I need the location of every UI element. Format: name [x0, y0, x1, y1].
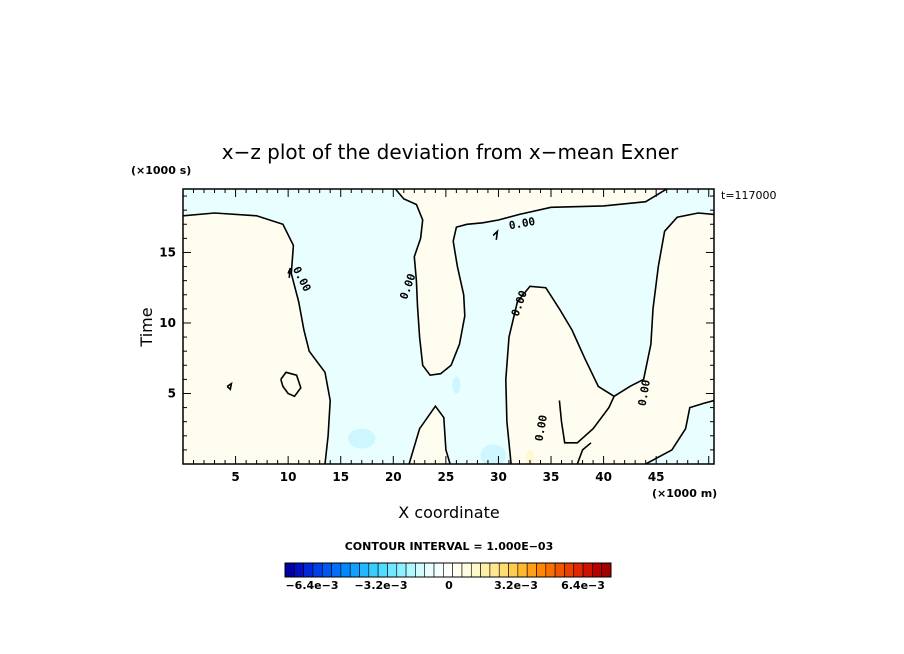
colorbar — [284, 562, 612, 578]
axis-ticks: 5 10 15 20 25 30 35 40 45 5 10 15 — [159, 189, 714, 484]
plot-area: 0.000.00 0.000.000.000.00 5 10 15 20 25 30 35 40… — [159, 188, 715, 484]
zero-contour-line — [645, 399, 714, 464]
colorbar-swatch — [321, 562, 332, 578]
colorbar-swatch — [368, 562, 379, 578]
colorbar-swatch — [536, 562, 547, 578]
zero-contour-line — [492, 229, 499, 240]
zero-contour-line — [226, 381, 233, 391]
colorbar-swatch — [498, 562, 509, 578]
colorbar-swatch — [415, 562, 426, 578]
colorbar-swatch — [340, 562, 351, 578]
colorbar-swatch — [508, 562, 519, 578]
x-tick-label: 10 — [280, 470, 297, 484]
colorbar-tick-label: 3.2e−3 — [494, 579, 538, 592]
zero-contour-line — [394, 189, 668, 377]
x-unit-label: (×1000 m) — [652, 487, 717, 500]
y-tick-label: 10 — [159, 316, 176, 330]
colorbar-tick-label: 0 — [445, 579, 453, 592]
chart-title: x−z plot of the deviation from x−mean Ex… — [222, 140, 679, 164]
zero-contour-line — [287, 267, 292, 278]
colorbar-tick-label: −6.4e−3 — [285, 579, 338, 592]
colorbar-swatch — [582, 562, 593, 578]
colorbar-swatch — [573, 562, 584, 578]
colorbar-tick-labels: −6.4e−3 −3.2e−3 0 3.2e−3 6.4e−3 — [285, 579, 604, 592]
x-tick-label: 25 — [438, 470, 455, 484]
time-label: t=117000 — [721, 189, 777, 202]
y-axis-label: Time — [137, 307, 156, 347]
zero-contour-line — [280, 371, 302, 398]
zero-contours — [183, 189, 714, 464]
colorbar-swatch — [405, 562, 416, 578]
x-axis-label: X coordinate — [398, 503, 499, 522]
colorbar-swatch — [526, 562, 537, 578]
colorbar-swatch — [377, 562, 388, 578]
x-tick-label: 40 — [595, 470, 612, 484]
contour-value-label: 0.00 — [636, 379, 653, 407]
colorbar-swatch — [554, 562, 565, 578]
zero-contour-line — [576, 442, 592, 464]
minor-anomaly — [525, 449, 535, 464]
colorbar-swatch — [452, 562, 463, 578]
x-tick-label: 30 — [490, 470, 507, 484]
colorbar-swatch — [387, 562, 398, 578]
contour-value-label: 0.00 — [533, 414, 550, 442]
y-unit-label: (×1000 s) — [131, 164, 191, 177]
x-tick-label: 15 — [332, 470, 349, 484]
colorbar-swatch — [294, 562, 304, 578]
minor-anomaly — [480, 444, 506, 464]
contour-interval-text: CONTOUR INTERVAL = 1.000E−03 — [345, 540, 554, 553]
colorbar-swatch — [433, 562, 444, 578]
colorbar-swatch — [284, 562, 295, 578]
colorbar-swatch — [461, 562, 472, 578]
colorbar-swatch — [424, 562, 435, 578]
x-tick-label: 5 — [231, 470, 239, 484]
zero-contour-line — [504, 285, 616, 464]
colorbar-swatch — [545, 562, 556, 578]
colorbar-frame — [284, 562, 612, 578]
colorbar-swatch — [359, 562, 370, 578]
colorbar-swatch — [489, 562, 500, 578]
zero-contour-line — [183, 212, 332, 464]
negative-region — [577, 400, 714, 464]
x-tick-label: 45 — [648, 470, 665, 484]
colorbar-swatch — [349, 562, 360, 578]
colorbar-swatch — [303, 562, 314, 578]
colorbar-swatch — [592, 562, 602, 578]
x-tick-label: 35 — [543, 470, 560, 484]
x-tick-label: 20 — [385, 470, 402, 484]
minor-anomaly — [348, 428, 376, 449]
y-tick-label: 15 — [159, 245, 176, 259]
colorbar-swatch — [396, 562, 407, 578]
y-tick-label: 5 — [168, 386, 176, 400]
colorbar-swatch — [480, 562, 491, 578]
zero-contour-line — [408, 404, 451, 464]
zero-contour-line — [613, 212, 714, 397]
colorbar-swatch — [564, 562, 575, 578]
contour-value-label: 0.00 — [508, 215, 536, 232]
colorbar-swatch — [312, 562, 323, 578]
colorbar-swatch — [517, 562, 528, 578]
colorbar-swatch — [601, 562, 612, 578]
colorbar-swatch — [470, 562, 481, 578]
colorbar-tick-label: −3.2e−3 — [354, 579, 407, 592]
colorbar-tick-label: 6.4e−3 — [561, 579, 605, 592]
colorbar-swatch — [331, 562, 342, 578]
minor-anomaly — [452, 376, 461, 394]
colorbar-swatch — [443, 562, 453, 578]
plot-frame — [182, 188, 715, 465]
